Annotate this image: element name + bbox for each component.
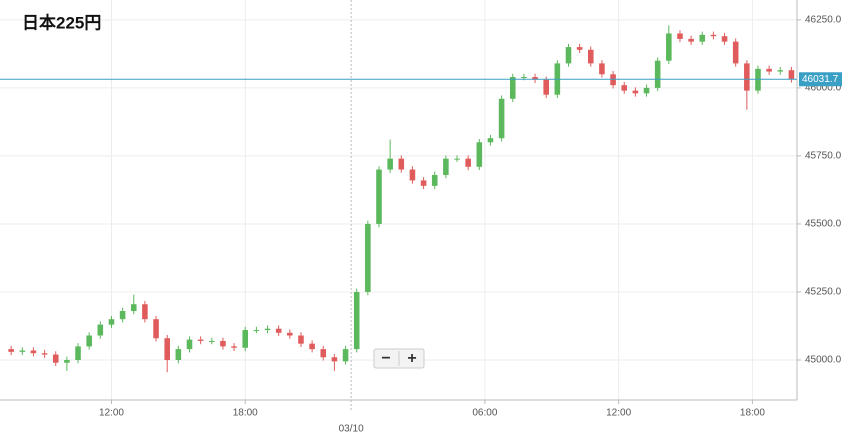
- y-tick-label: 46250.0: [805, 15, 842, 26]
- candle-body: [142, 304, 148, 320]
- candle-body: [409, 169, 416, 181]
- candle-body: [744, 63, 750, 91]
- candle-body: [688, 38, 694, 42]
- candle-body: [465, 158, 471, 167]
- candle-body: [721, 36, 728, 42]
- candle-body: [587, 49, 594, 64]
- candle-body: [264, 328, 271, 331]
- x-tick-label: 12:00: [606, 408, 631, 419]
- y-tick-label: 45750.0: [805, 151, 842, 162]
- x-tick-label: 18:00: [233, 408, 258, 419]
- candle-body: [476, 142, 483, 167]
- y-tick-label: 45250.0: [805, 287, 842, 298]
- candle-body: [331, 357, 338, 362]
- candle-body: [777, 70, 784, 72]
- candle-body: [487, 138, 494, 143]
- candle-body: [97, 324, 104, 336]
- zoom-out-button[interactable]: −: [381, 350, 390, 367]
- candle-body: [253, 330, 260, 332]
- candle-body: [8, 349, 14, 352]
- candle-body: [387, 158, 393, 170]
- candle-body: [599, 63, 605, 75]
- candle-body: [320, 349, 327, 358]
- candle-body: [175, 349, 182, 360]
- candle-body: [699, 34, 706, 42]
- candle-body: [287, 332, 293, 336]
- candle-body: [565, 47, 572, 64]
- candle-body: [621, 85, 628, 91]
- zoom-in-button[interactable]: +: [407, 350, 416, 367]
- y-tick-label: 45500.0: [805, 219, 842, 230]
- candle-body: [521, 77, 527, 79]
- candle-body: [677, 33, 683, 39]
- candle-body: [632, 90, 639, 94]
- candle-body: [532, 77, 538, 80]
- chart-title: 日本225円: [22, 12, 101, 32]
- candle-body: [398, 158, 405, 170]
- candle-body: [353, 291, 360, 350]
- candle-body: [64, 360, 70, 363]
- candle-body: [498, 98, 505, 139]
- candle-body: [543, 79, 549, 95]
- y-tick-label: 46000.0: [805, 83, 842, 94]
- candle-body: [186, 339, 193, 350]
- candle-body: [75, 346, 81, 360]
- candle-body: [153, 319, 159, 339]
- candle-body: [732, 41, 739, 64]
- candle-body: [365, 223, 371, 292]
- grid: [0, 0, 797, 400]
- candle-body: [509, 77, 516, 99]
- candle-body: [654, 60, 661, 88]
- candle-body: [643, 87, 650, 94]
- x-tick-label: 03/10: [339, 424, 364, 435]
- candle-body: [130, 304, 137, 312]
- candle-body: [298, 335, 304, 344]
- candle-body: [119, 311, 126, 320]
- candle-body: [788, 70, 795, 80]
- candle-body: [164, 338, 170, 360]
- candle-body: [710, 34, 717, 37]
- candle-body: [443, 158, 449, 175]
- candle-body: [108, 319, 115, 325]
- last-price-box: [799, 72, 842, 87]
- x-tick-label: 12:00: [99, 408, 124, 419]
- y-tick-label: 45000.0: [805, 355, 842, 366]
- candle-body: [30, 350, 37, 354]
- candle-body: [220, 340, 226, 347]
- candle-body: [420, 180, 427, 186]
- candle-body: [242, 330, 249, 348]
- candle-body: [19, 350, 26, 352]
- candle-body: [454, 158, 460, 160]
- candle-body: [231, 346, 237, 348]
- candle-body: [576, 47, 583, 50]
- candle-body: [376, 169, 382, 224]
- candle-body: [52, 354, 59, 363]
- zoom-controls: − +: [373, 348, 425, 369]
- candle-body: [86, 335, 92, 347]
- candle-body: [309, 343, 315, 350]
- x-tick-label: 18:00: [740, 408, 765, 419]
- candles: [8, 25, 795, 373]
- candle-body: [41, 353, 48, 355]
- candle-body: [209, 340, 215, 342]
- candle-body: [197, 339, 204, 341]
- candle-body: [275, 328, 282, 333]
- candle-body: [342, 349, 349, 362]
- candle-body: [431, 174, 438, 186]
- candle-body: [666, 33, 672, 61]
- last-price-label: 46031.7: [802, 74, 839, 85]
- x-tick-label: 06:00: [472, 408, 497, 419]
- candle-body: [766, 68, 772, 72]
